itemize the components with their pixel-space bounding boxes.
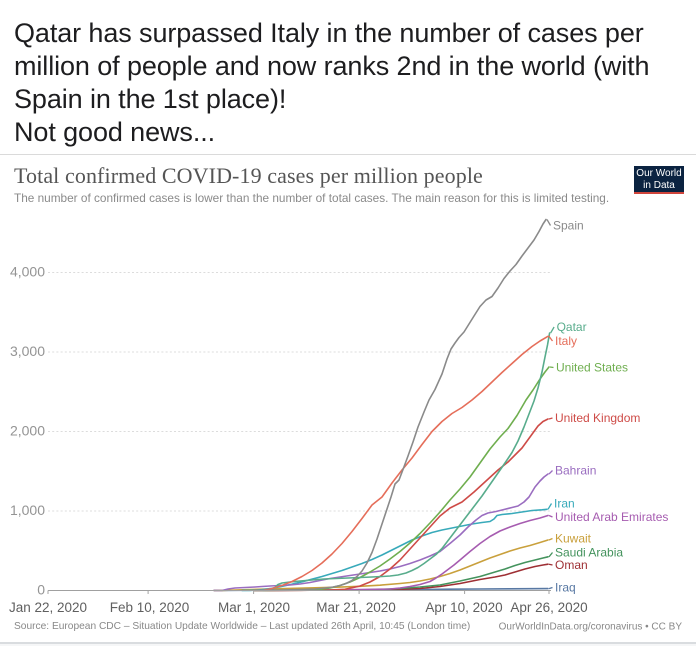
svg-text:Kuwait: Kuwait [555, 532, 592, 546]
svg-text:Source: European CDC – Situati: Source: European CDC – Situation Update … [14, 621, 470, 632]
svg-text:Feb 10, 2020: Feb 10, 2020 [110, 600, 190, 615]
svg-text:Qatar: Qatar [557, 320, 587, 334]
svg-text:2,000: 2,000 [10, 423, 45, 439]
svg-text:OurWorldInData.org/coronavirus: OurWorldInData.org/coronavirus • CC BY [499, 622, 683, 633]
svg-text:Iran: Iran [554, 497, 575, 511]
svg-text:Mar 21, 2020: Mar 21, 2020 [316, 600, 396, 615]
svg-text:0: 0 [37, 582, 45, 598]
svg-text:Bahrain: Bahrain [555, 464, 596, 478]
svg-text:Apr 10, 2020: Apr 10, 2020 [425, 600, 502, 615]
svg-text:Iraq: Iraq [555, 581, 576, 595]
svg-text:3,000: 3,000 [10, 343, 45, 359]
svg-text:Spain: Spain [553, 219, 584, 233]
svg-text:United Arab Emirates: United Arab Emirates [555, 510, 668, 524]
svg-text:Saudi Arabia: Saudi Arabia [555, 546, 623, 560]
svg-text:Mar 1, 2020: Mar 1, 2020 [218, 600, 290, 615]
svg-text:Jan 22, 2020: Jan 22, 2020 [9, 600, 87, 615]
svg-text:Oman: Oman [555, 558, 588, 572]
svg-text:United States: United States [556, 361, 628, 375]
svg-text:4,000: 4,000 [10, 264, 45, 280]
svg-text:1,000: 1,000 [10, 502, 45, 518]
svg-text:United Kingdom: United Kingdom [555, 411, 640, 425]
svg-text:Apr 26, 2020: Apr 26, 2020 [510, 600, 587, 615]
svg-text:Italy: Italy [555, 334, 577, 348]
